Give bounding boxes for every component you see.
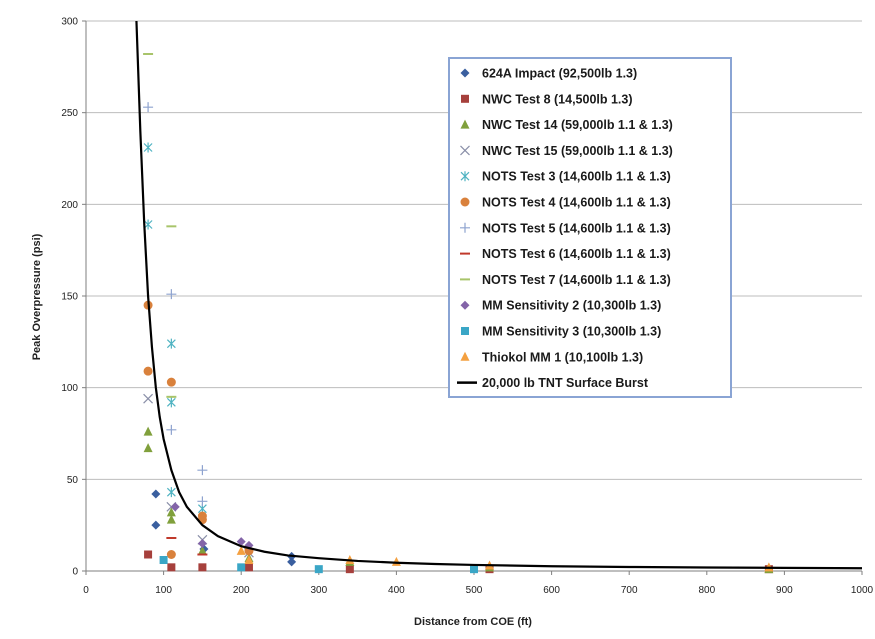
data-point <box>143 102 154 113</box>
legend-marker <box>460 145 470 156</box>
data-point <box>198 563 207 572</box>
data-point <box>236 545 246 555</box>
legend-entry: NOTS Test 4 (14,600lb 1.1 & 1.3) <box>482 196 671 210</box>
x-tick-label: 400 <box>388 585 405 596</box>
legend-marker <box>461 94 469 103</box>
data-point <box>143 366 153 376</box>
legend-entry: NWC Test 14 (59,000lb 1.1 & 1.3) <box>482 118 673 132</box>
legend: 624A Impact (92,500lb 1.3) NWC Test 8 (14… <box>448 57 732 398</box>
y-tick-label: 250 <box>61 108 78 119</box>
legend-entry: MM Sensitivity 2 (10,300lb 1.3) <box>482 299 661 313</box>
legend-entry: NOTS Test 7 (14,600lb 1.1 & 1.3) <box>482 273 671 287</box>
legend-marker <box>460 68 470 78</box>
y-tick-label: 50 <box>67 475 79 486</box>
legend-entry: NWC Test 8 (14,500lb 1.3) <box>482 92 633 106</box>
x-axis-title: Distance from COE (ft) <box>414 616 532 628</box>
data-point <box>143 443 153 453</box>
data-point <box>197 496 208 507</box>
data-point <box>197 539 207 548</box>
y-axis-title: Peak Overpressure (psi) <box>31 233 43 360</box>
x-tick-label: 200 <box>233 585 250 596</box>
data-point <box>166 514 176 524</box>
legend-entry: 624A Impact (92,500lb 1.3) <box>482 67 637 81</box>
x-tick-label: 700 <box>621 585 638 596</box>
data-point <box>166 550 176 559</box>
x-tick-label: 900 <box>776 585 793 596</box>
data-point <box>237 563 246 572</box>
data-point <box>166 507 176 517</box>
x-tick-label: 100 <box>155 585 172 596</box>
legend-entry: 20,000 lb TNT Surface Burst <box>482 376 649 390</box>
legend-entry: NWC Test 15 (59,000lb 1.1 & 1.3) <box>482 144 673 158</box>
data-point <box>170 502 180 512</box>
data-point <box>151 489 161 499</box>
y-tick-label: 200 <box>61 200 78 211</box>
legend-marker <box>460 351 470 361</box>
data-point <box>159 556 168 564</box>
legend-entry: NOTS Test 5 (14,600lb 1.1 & 1.3) <box>482 221 671 235</box>
legend-marker <box>461 327 469 335</box>
data-point <box>143 393 154 404</box>
data-point <box>143 426 153 436</box>
x-axis: 0 100 200 300 400 500 600 700 800 900 1000 <box>83 570 874 596</box>
data-point <box>470 565 478 574</box>
x-tick-label: 300 <box>310 585 327 596</box>
data-point <box>143 142 153 153</box>
legend-marker <box>460 300 470 310</box>
legend-entry: Thiokol MM 1 (10,100lb 1.3) <box>482 350 643 364</box>
data-point <box>151 520 161 530</box>
data-point <box>166 338 176 349</box>
legend-entry: NOTS Test 6 (14,600lb 1.1 & 1.3) <box>482 247 671 261</box>
data-point <box>166 424 177 435</box>
legend-marker <box>460 119 470 129</box>
data-point <box>144 550 153 559</box>
y-tick-label: 100 <box>61 383 78 394</box>
x-tick-label: 500 <box>466 585 483 596</box>
x-tick-label: 1000 <box>851 585 874 596</box>
data-point <box>197 465 208 476</box>
legend-marker <box>460 197 470 207</box>
legend-entry: MM Sensitivity 3 (10,300lb 1.3) <box>482 325 661 339</box>
data-point <box>166 377 176 387</box>
data-point <box>236 537 246 547</box>
legend-marker <box>460 222 470 233</box>
y-tick-label: 150 <box>61 292 78 303</box>
legend-marker <box>460 171 470 182</box>
plot-series <box>135 20 863 574</box>
data-point <box>391 556 401 566</box>
data-point <box>166 487 176 498</box>
y-tick-label: 300 <box>61 17 78 28</box>
data-point <box>167 563 176 572</box>
x-tick-label: 600 <box>543 585 560 596</box>
series-line <box>135 20 863 570</box>
data-point <box>244 563 253 572</box>
data-point <box>166 397 176 408</box>
data-point <box>287 557 297 567</box>
x-tick-label: 0 <box>83 585 89 596</box>
legend-box <box>448 57 732 398</box>
data-point <box>314 565 323 574</box>
data-point <box>166 289 177 300</box>
x-tick-label: 800 <box>698 585 715 596</box>
data-point <box>197 545 207 555</box>
data-point <box>244 555 254 564</box>
data-point <box>345 565 354 574</box>
legend-entry: NOTS Test 3 (14,600lb 1.1 & 1.3) <box>482 170 671 184</box>
y-tick-label: 0 <box>72 567 78 578</box>
y-axis: 0 50 100 150 200 250 300 <box>61 17 87 578</box>
